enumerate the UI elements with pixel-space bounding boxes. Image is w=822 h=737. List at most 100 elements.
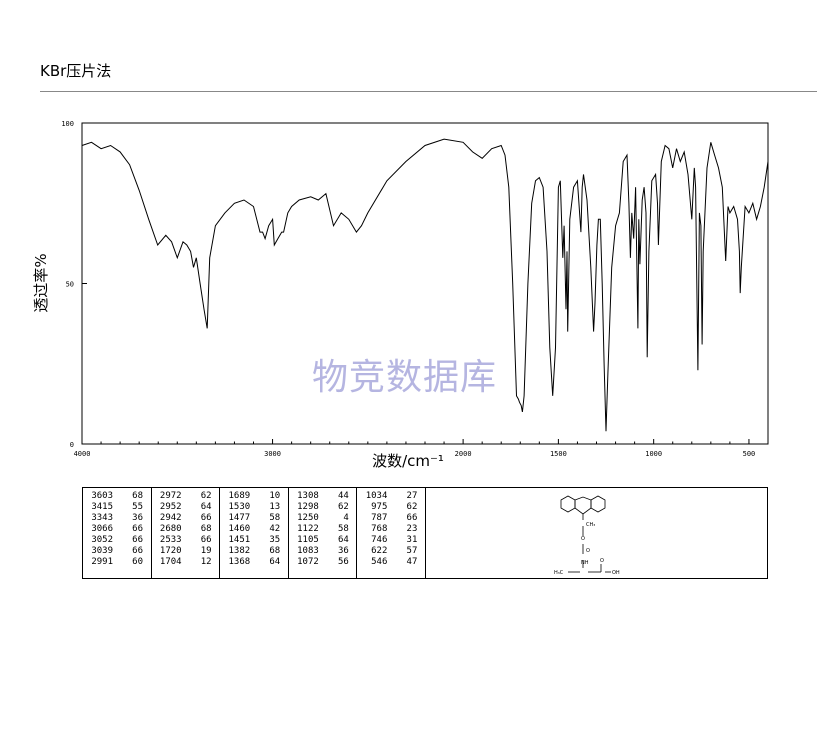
peak-transmittance: 62	[200, 491, 212, 501]
peak-row: 1460 42	[220, 524, 288, 535]
peak-transmittance: 66	[132, 535, 143, 545]
peak-wavenumber: 546	[371, 557, 388, 567]
peak-transmittance: 13	[269, 502, 281, 512]
peak-transmittance: 44	[337, 491, 349, 501]
peak-transmittance: 12	[200, 557, 212, 567]
peak-transmittance: 47	[406, 557, 418, 567]
x-tick-label: 4000	[74, 450, 91, 458]
peak-transmittance: 42	[269, 524, 281, 534]
peak-transmittance: 35	[269, 535, 281, 545]
peak-wavenumber: 1308	[297, 491, 319, 501]
peak-transmittance: 57	[406, 546, 418, 556]
ir-spectrum-chart: 0 50 100 4000 3000 2000 1500 1000 500 透过率% 波数/c…	[32, 120, 769, 470]
peak-row: 1122 58	[289, 524, 357, 535]
peak-column: 3603 68 3415 55 3343 36 3066 66 3052 66 3039 66 2991…	[83, 488, 152, 578]
peak-wavenumber: 3052	[91, 535, 113, 545]
x-tick-label: 1000	[645, 450, 662, 458]
peak-row: 2942 66	[152, 513, 220, 524]
peak-wavenumber: 746	[371, 535, 388, 545]
peak-wavenumber: 1477	[228, 513, 251, 523]
peak-row: 3343 36	[83, 513, 151, 524]
x-tick-label: 1500	[550, 450, 567, 458]
ring-right	[590, 495, 606, 513]
peak-row: 1451 35	[220, 535, 288, 546]
label-o2: O	[586, 548, 590, 554]
peak-row: 1382 68	[220, 546, 288, 557]
peak-row: 3052 66	[83, 535, 151, 546]
watermark: 物竞数据库	[312, 357, 498, 398]
peak-transmittance: 27	[406, 491, 418, 501]
peak-wavenumber: 1689	[228, 491, 251, 501]
label-nh: NH	[581, 560, 589, 566]
peak-row: 2952 64	[152, 502, 220, 513]
peak-transmittance: 66	[200, 535, 212, 545]
peak-transmittance: 66	[132, 546, 143, 556]
label-oh: OH	[612, 570, 620, 576]
x-tick-label: 500	[743, 450, 756, 458]
header-divider	[40, 91, 817, 92]
peak-transmittance: 58	[269, 513, 281, 523]
peak-wavenumber: 1720	[159, 546, 182, 556]
peak-wavenumber: 1704	[159, 557, 182, 567]
peak-wavenumber: 787	[371, 513, 388, 523]
peak-row: 1477 58	[220, 513, 288, 524]
label-h3c: H₃C	[554, 570, 564, 576]
peak-row: 2533 66	[152, 535, 220, 546]
peak-transmittance: 62	[337, 502, 349, 512]
peak-wavenumber: 1382	[228, 546, 251, 556]
peak-transmittance: 56	[337, 557, 349, 567]
peak-row: 1083 36	[289, 546, 357, 557]
peak-transmittance: 55	[132, 502, 143, 512]
peak-wavenumber: 1034	[365, 491, 388, 501]
peak-transmittance: 66	[406, 513, 418, 523]
label-o1: O	[581, 536, 585, 542]
x-axis-label: 波数/cm⁻¹	[372, 452, 444, 470]
peak-row: 2972 62	[152, 491, 220, 502]
peak-wavenumber: 3343	[91, 513, 113, 523]
peak-transmittance: 31	[406, 535, 418, 545]
peak-row: 1298 62	[289, 502, 357, 513]
y-axis-label: 透过率%	[32, 253, 50, 312]
y-tick-label: 100	[61, 120, 74, 128]
peak-transmittance: 58	[337, 524, 349, 534]
peak-wavenumber: 1460	[228, 524, 251, 534]
peak-transmittance: 64	[269, 557, 281, 567]
peak-column: 2972 62 2952 64 2942 66 2680 68 2533 66 1720 19 1704…	[152, 488, 221, 578]
peak-row: 787 66	[357, 513, 425, 524]
peak-wavenumber: 3603	[91, 491, 113, 501]
peak-wavenumber: 1368	[228, 557, 251, 567]
peak-row: 1689 10	[220, 491, 288, 502]
ring-center	[574, 496, 592, 515]
x-tick-label: 3000	[264, 450, 281, 458]
peak-wavenumber: 768	[371, 524, 388, 534]
peak-wavenumber: 2942	[159, 513, 182, 523]
label-o3: O	[600, 558, 604, 564]
peak-transmittance: 68	[132, 491, 143, 501]
peak-wavenumber: 1122	[297, 524, 319, 534]
peak-row: 975 62	[357, 502, 425, 513]
peak-wavenumber: 1105	[297, 535, 319, 545]
peak-row: 3603 68	[83, 491, 151, 502]
peak-transmittance: 60	[132, 557, 143, 567]
peak-row: 1704 12	[152, 557, 220, 568]
method-title: KBr压片法	[40, 62, 112, 80]
peak-row: 1720 19	[152, 546, 220, 557]
peak-wavenumber: 3039	[91, 546, 113, 556]
peak-transmittance: 68	[269, 546, 281, 556]
peak-wavenumber: 2972	[159, 491, 182, 501]
peak-row: 1530 13	[220, 502, 288, 513]
peak-row: 2991 60	[83, 557, 151, 568]
peak-transmittance: 66	[132, 524, 143, 534]
peak-row: 1250 4	[289, 513, 357, 524]
peak-transmittance: 36	[337, 546, 349, 556]
label-ch3: CH₃	[586, 522, 595, 528]
peak-transmittance: 66	[200, 513, 212, 523]
peak-column: 1689 10 1530 13 1477 58 1460 42 1451 35 1382 68 1368…	[220, 488, 289, 578]
peak-transmittance: 64	[337, 535, 349, 545]
peak-row: 546 47	[357, 557, 425, 568]
peak-wavenumber: 1083	[297, 546, 319, 556]
peak-wavenumber: 1072	[297, 557, 319, 567]
x-tick-label: 2000	[455, 450, 472, 458]
peak-row: 1072 56	[289, 557, 357, 568]
peak-row: 622 57	[357, 546, 425, 557]
